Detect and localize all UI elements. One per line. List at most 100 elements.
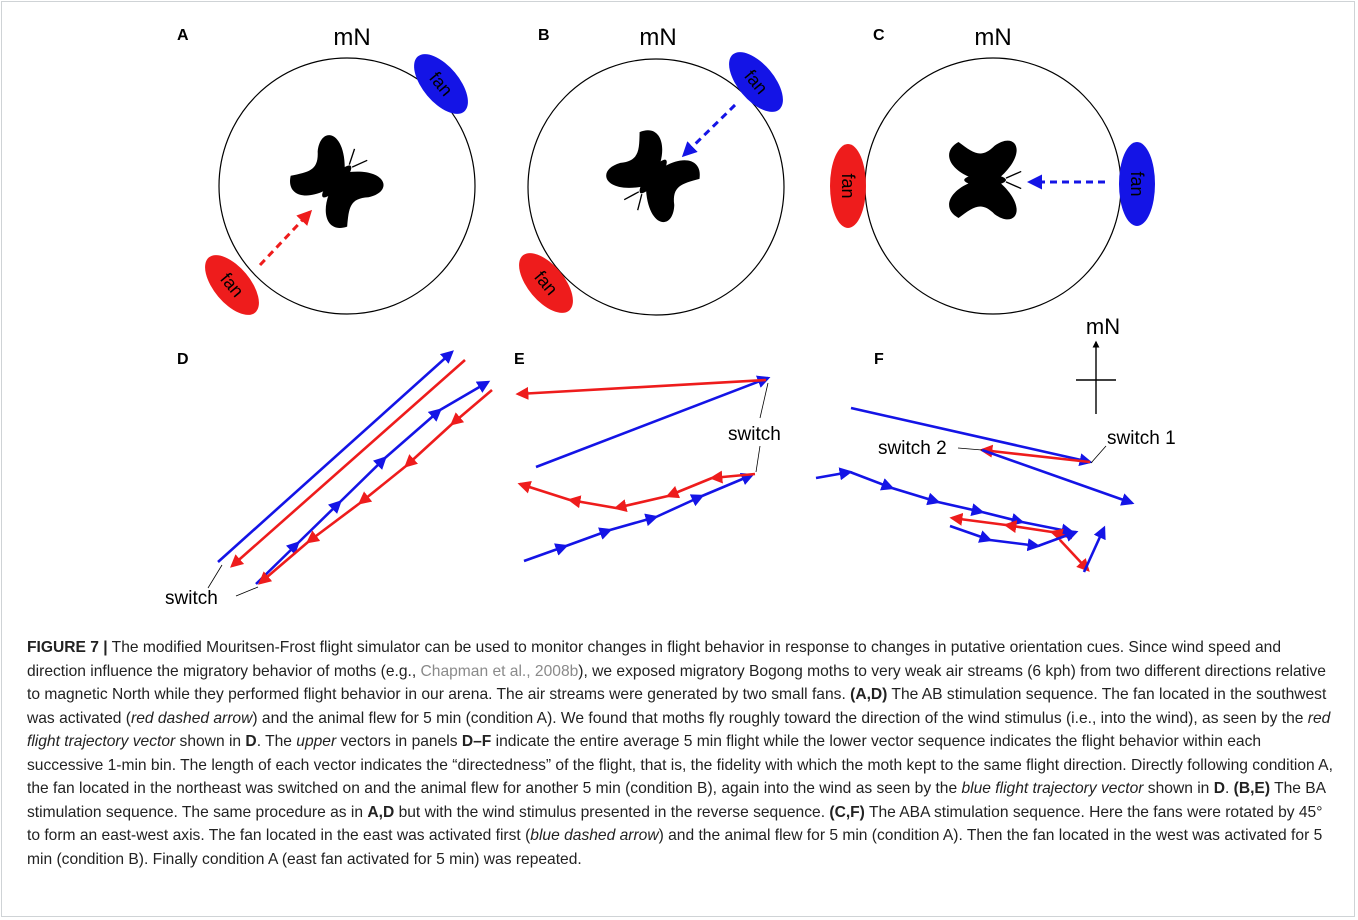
svg-text:fan: fan xyxy=(838,173,858,198)
vector-blue-f-first xyxy=(850,406,1093,467)
fan-ne-blue-b: fan xyxy=(729,52,783,112)
panel-label-d: D xyxy=(177,351,189,368)
bin-red-d xyxy=(357,464,407,505)
moth-b xyxy=(599,123,708,230)
bin-blue-e xyxy=(655,494,705,519)
bin-blue-d xyxy=(255,541,300,585)
vector-red-f xyxy=(979,444,1091,464)
bin-red-d xyxy=(404,423,453,468)
blue-dashed-arrow-b xyxy=(681,103,737,158)
bin-red-e xyxy=(709,470,756,484)
vector-blue-d xyxy=(217,350,454,563)
bin-blue-e xyxy=(565,527,613,548)
panel-ref: D xyxy=(1213,780,1225,797)
panel-f: mN xyxy=(815,314,1135,573)
red-dashed-arrow-a xyxy=(258,209,313,267)
bin-red-d xyxy=(450,389,493,426)
caption-emphasis: upper xyxy=(296,733,337,750)
caption-emphasis: blue dashed arrow xyxy=(530,827,659,844)
bin-blue-f xyxy=(1037,529,1079,548)
bin-red-d xyxy=(258,541,309,585)
bin-blue-f xyxy=(849,470,895,491)
figure-illustration: A B C D E F mN fan fan mN fan fan xyxy=(165,24,1176,609)
panel-ref: A,D xyxy=(367,803,395,821)
caption-text: The ABA stimulation sequence. Here the f… xyxy=(27,803,1323,845)
caption-text: vectors in panels xyxy=(336,733,462,750)
panel-label-e: E xyxy=(514,351,525,368)
bin-blue-f xyxy=(937,500,985,517)
caption-text: ), we exposed migratory Bogong moths to … xyxy=(27,662,1326,704)
caption-text: ) and the animal flew for 5 min (conditi… xyxy=(27,827,1323,868)
panel-ref: (B,E) xyxy=(1233,780,1271,797)
fan-ne-blue-a: fan xyxy=(414,54,468,114)
panel-label-b: B xyxy=(538,27,550,44)
caption-text: The AB stimulation sequence. The fan loc… xyxy=(27,686,1327,727)
bin-blue-f xyxy=(989,538,1041,552)
citation-link[interactable]: Chapman et al., 2008b xyxy=(420,662,579,680)
bin-blue-f xyxy=(981,510,1025,526)
bin-blue-d xyxy=(384,408,442,459)
bin-red-e xyxy=(517,480,571,502)
bin-red-e xyxy=(613,494,669,512)
vector-red-e xyxy=(515,378,767,400)
fan-east-blue-c: fan xyxy=(1119,142,1155,226)
bin-red-f xyxy=(1003,520,1053,534)
switch-label-e: switch xyxy=(728,424,781,445)
bin-blue-e xyxy=(609,513,659,532)
vector-blue-e xyxy=(535,375,771,469)
panel-b: mN fan fan xyxy=(519,24,785,316)
panel-label-a: A xyxy=(177,27,189,44)
fan-sw-red-b: fan xyxy=(519,253,573,313)
bin-blue-e xyxy=(523,543,569,563)
vector-blue-f-second xyxy=(981,448,1135,506)
caption-text: indicate the entire average 5 min flight… xyxy=(27,733,1333,797)
fan-sw-red-a: fan xyxy=(205,255,259,315)
panel-ref: D–F xyxy=(461,733,492,750)
moth-a xyxy=(282,127,391,236)
bin-blue-e xyxy=(701,473,755,498)
bin-red-e xyxy=(567,495,617,510)
fan-west-red-c: fan xyxy=(830,144,866,228)
bin-blue-d xyxy=(339,456,387,503)
panel-label-c: C xyxy=(873,27,885,44)
arena-circle-b xyxy=(527,58,785,316)
caption-emphasis: blue flight trajectory vector xyxy=(961,780,1144,797)
panel-ref: (C,F) xyxy=(829,803,865,821)
switch-1-label: switch 1 xyxy=(1107,428,1176,449)
caption-text: . xyxy=(1224,780,1234,797)
bin-blue-d xyxy=(439,380,491,412)
panel-a: mN fan fan xyxy=(205,24,476,315)
mn-label-c: mN xyxy=(974,24,1011,51)
bin-blue-f xyxy=(891,486,941,506)
bin-blue-f xyxy=(949,524,993,543)
bin-blue-f xyxy=(1082,525,1106,573)
caption-text: The BA stimulation sequence. The same pr… xyxy=(27,780,1326,821)
vector-red-d xyxy=(230,359,466,568)
figure-id: FIGURE 7 | xyxy=(27,639,108,656)
switch-2-label: switch 2 xyxy=(878,438,947,459)
caption-text: . The xyxy=(256,733,297,750)
bin-red-f xyxy=(949,512,1007,527)
panel-c: mN fan fan xyxy=(830,24,1155,315)
caption-text: The modified Mouritsen-Frost flight simu… xyxy=(27,639,1282,680)
figure-caption: FIGURE 7 | The modified Mouritsen-Frost … xyxy=(27,636,1337,871)
bin-red-e xyxy=(665,476,713,499)
mn-label-f: mN xyxy=(1086,314,1120,339)
bin-blue-d xyxy=(297,500,342,544)
caption-emphasis: red dashed arrow xyxy=(131,709,253,727)
panel-ref: D xyxy=(245,733,257,750)
moth-c xyxy=(948,139,1022,221)
caption-text: shown in xyxy=(175,733,246,750)
panel-label-f: F xyxy=(874,351,884,368)
caption-emphasis: red flight trajectory vector xyxy=(27,709,1331,751)
mn-label-a: mN xyxy=(333,24,370,51)
arena-circle-a xyxy=(218,57,476,315)
mn-label-b: mN xyxy=(639,24,676,51)
panel-d xyxy=(207,350,493,597)
caption-text: shown in xyxy=(1143,780,1214,797)
bin-red-f xyxy=(1059,539,1090,572)
caption-text: ) and the animal flew for 5 min (conditi… xyxy=(252,709,1308,727)
switch-label-d: switch xyxy=(165,588,218,609)
caption-text: but with the wind stimulus presented in … xyxy=(394,803,830,821)
